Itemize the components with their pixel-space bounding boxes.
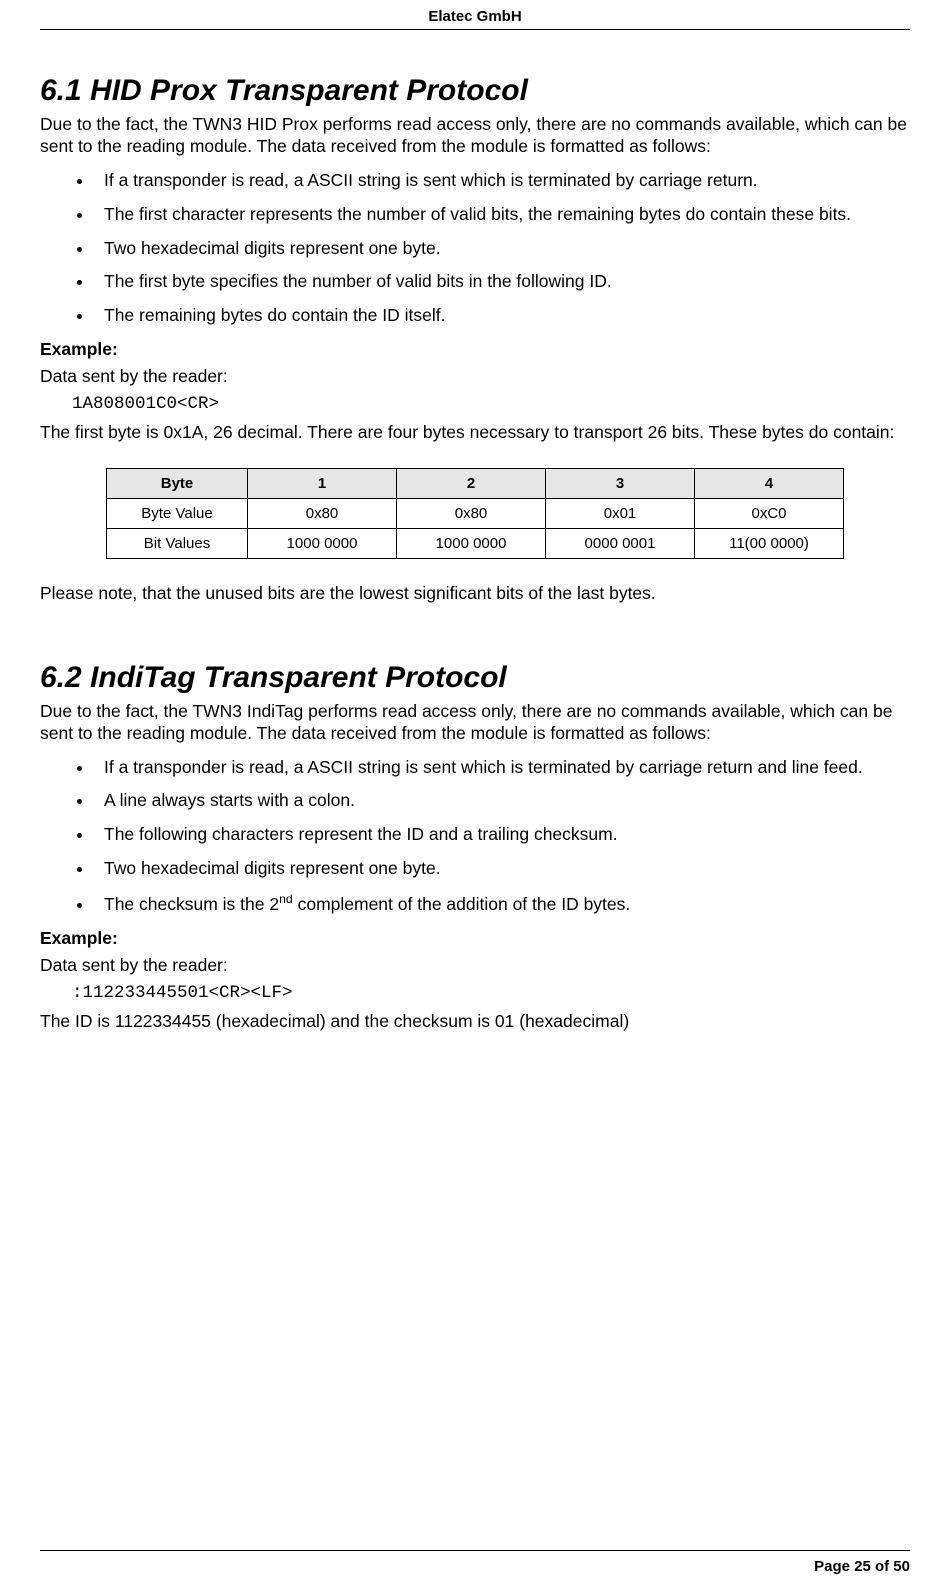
- checksum-superscript: nd: [279, 892, 293, 906]
- page-header-company: Elatec GmbH: [40, 0, 910, 29]
- example-code: 1A808001C0<CR>: [72, 394, 910, 414]
- section-6-1-note: Please note, that the unused bits are th…: [40, 583, 910, 605]
- example-after: The first byte is 0x1A, 26 decimal. Ther…: [40, 422, 910, 444]
- section-6-1-bullet-list: If a transponder is read, a ASCII string…: [40, 170, 910, 327]
- list-item: Two hexadecimal digits represent one byt…: [94, 858, 910, 880]
- header-divider: [40, 29, 910, 30]
- list-item: The first byte specifies the number of v…: [94, 271, 910, 293]
- example-intro: Data sent by the reader:: [40, 955, 910, 977]
- checksum-text-post: complement of the addition of the ID byt…: [293, 894, 631, 914]
- list-item: The remaining bytes do contain the ID it…: [94, 305, 910, 327]
- table-cell: 0x01: [546, 498, 695, 528]
- table-header-cell: 4: [695, 468, 844, 498]
- table-cell: Byte Value: [107, 498, 248, 528]
- table-header-cell: 3: [546, 468, 695, 498]
- table-cell: 0x80: [248, 498, 397, 528]
- list-item: The following characters represent the I…: [94, 824, 910, 846]
- table-header-cell: 1: [248, 468, 397, 498]
- example-label: Example:: [40, 339, 910, 360]
- table-header-row: Byte 1 2 3 4: [107, 468, 844, 498]
- byte-table: Byte 1 2 3 4 Byte Value 0x80 0x80 0x01 0…: [106, 468, 844, 559]
- example-code: :112233445501<CR><LF>: [72, 983, 910, 1003]
- list-item: If a transponder is read, a ASCII string…: [94, 170, 910, 192]
- example-intro: Data sent by the reader:: [40, 366, 910, 388]
- table-row: Byte Value 0x80 0x80 0x01 0xC0: [107, 498, 844, 528]
- list-item: The first character represents the numbe…: [94, 204, 910, 226]
- page-footer: Page 25 of 50: [814, 1558, 910, 1575]
- table-cell: 0xC0: [695, 498, 844, 528]
- table-cell: 11(00 0000): [695, 528, 844, 558]
- example-label: Example:: [40, 928, 910, 949]
- table-cell: 0000 0001: [546, 528, 695, 558]
- list-item: Two hexadecimal digits represent one byt…: [94, 238, 910, 260]
- section-6-1-intro: Due to the fact, the TWN3 HID Prox perfo…: [40, 114, 910, 158]
- list-item: A line always starts with a colon.: [94, 790, 910, 812]
- section-6-2-heading: 6.2 IndiTag Transparent Protocol: [40, 661, 910, 695]
- table-header-cell: Byte: [107, 468, 248, 498]
- table-cell: Bit Values: [107, 528, 248, 558]
- list-item: The checksum is the 2nd complement of th…: [94, 892, 910, 916]
- table-cell: 1000 0000: [397, 528, 546, 558]
- table-cell: 0x80: [397, 498, 546, 528]
- section-6-2-intro: Due to the fact, the TWN3 IndiTag perfor…: [40, 701, 910, 745]
- table-row: Bit Values 1000 0000 1000 0000 0000 0001…: [107, 528, 844, 558]
- table-cell: 1000 0000: [248, 528, 397, 558]
- section-6-1-heading: 6.1 HID Prox Transparent Protocol: [40, 74, 910, 108]
- section-6-2-bullet-list: If a transponder is read, a ASCII string…: [40, 757, 910, 916]
- table-header-cell: 2: [397, 468, 546, 498]
- list-item: If a transponder is read, a ASCII string…: [94, 757, 910, 779]
- example-after: The ID is 1122334455 (hexadecimal) and t…: [40, 1011, 910, 1033]
- footer-divider: [40, 1550, 910, 1551]
- checksum-text-pre: The checksum is the 2: [104, 894, 279, 914]
